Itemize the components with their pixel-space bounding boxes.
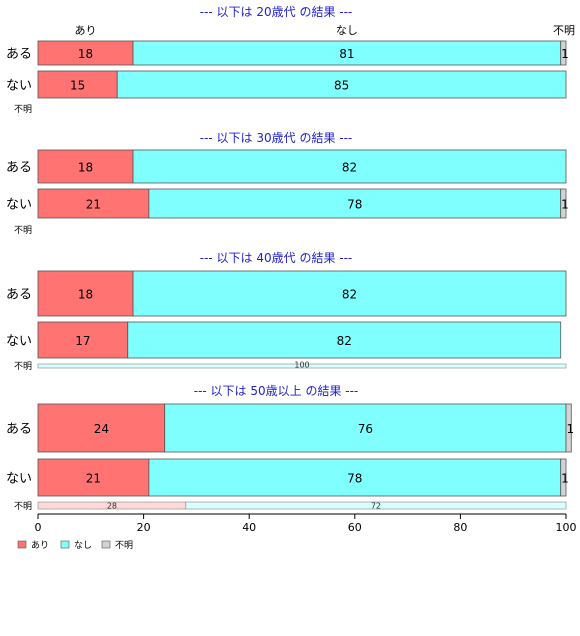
row-label: ない xyxy=(6,79,32,94)
bar-segment-nashi xyxy=(116,70,567,99)
bar-segment-nashi xyxy=(148,188,562,219)
bar-segment-nashi xyxy=(132,270,567,317)
legend-swatch-fumei xyxy=(101,540,111,549)
row-label: ある xyxy=(6,47,32,62)
unknown-segment-nashi xyxy=(37,363,567,369)
value-label: 21 xyxy=(86,472,101,486)
bar-segment-nashi xyxy=(164,403,567,453)
legend-label: 不明 xyxy=(115,540,133,551)
bar-segment-ari xyxy=(37,458,150,497)
x-tick-label: 80 xyxy=(453,521,467,534)
bar-segment-fumei xyxy=(560,188,567,219)
value-label: 15 xyxy=(70,79,85,93)
value-label: 18 xyxy=(78,47,93,61)
row-label: ない xyxy=(6,198,32,213)
panel-title: --- 以下は 40歳代 の結果 --- xyxy=(200,251,353,265)
row-label: ない xyxy=(6,472,32,487)
value-label: 78 xyxy=(347,198,362,212)
bar-segment-ari xyxy=(37,40,134,66)
bar-segment-ari xyxy=(37,149,134,184)
value-label: 1 xyxy=(561,198,569,212)
unknown-value-label: 72 xyxy=(371,502,381,511)
x-tick-label: 20 xyxy=(137,521,151,534)
legend-swatch-ari xyxy=(17,540,27,549)
category-top-label: あり xyxy=(75,24,97,37)
x-tick-label: 40 xyxy=(242,521,256,534)
row-label: ある xyxy=(6,161,32,176)
value-label: 1 xyxy=(561,47,569,61)
unknown-value-label: 100 xyxy=(294,361,309,370)
unknown-value-label: 28 xyxy=(107,502,117,511)
bar-segment-nashi xyxy=(148,458,562,497)
legend-label: なし xyxy=(74,540,92,551)
value-label: 82 xyxy=(342,288,357,302)
bar-segment-nashi xyxy=(132,40,562,66)
x-tick-label: 60 xyxy=(348,521,362,534)
value-label: 1 xyxy=(566,422,574,436)
legend-label: あり xyxy=(31,540,49,551)
bar-segment-nashi xyxy=(132,149,567,184)
panel-title: --- 以下は 20歳代 の結果 --- xyxy=(200,5,353,19)
category-top-label: 不明 xyxy=(553,24,575,37)
value-label: 78 xyxy=(347,472,362,486)
unknown-segment-nashi xyxy=(185,501,567,510)
value-label: 85 xyxy=(334,79,349,93)
row-label: ある xyxy=(6,288,32,303)
bar-segment-fumei xyxy=(560,40,567,66)
x-tick-label: 100 xyxy=(556,521,577,534)
value-label: 18 xyxy=(78,161,93,175)
unknown-row-label: 不明 xyxy=(14,501,32,512)
bar-segment-ari xyxy=(37,403,166,453)
bar-segment-fumei xyxy=(560,458,567,497)
value-label: 82 xyxy=(337,334,352,348)
value-label: 24 xyxy=(94,422,109,436)
x-tick-label: 0 xyxy=(35,521,42,534)
bar-segment-ari xyxy=(37,188,150,219)
unknown-row-label: 不明 xyxy=(14,104,32,115)
bar-segment-ari xyxy=(37,321,129,359)
bar-segment-nashi xyxy=(127,321,562,359)
category-top-label: なし xyxy=(336,24,358,37)
unknown-row-label: 不明 xyxy=(14,225,32,236)
value-label: 1 xyxy=(561,472,569,486)
value-label: 17 xyxy=(75,334,90,348)
panel-title: --- 以下は 30歳代 の結果 --- xyxy=(200,131,353,145)
bar-segment-fumei xyxy=(565,403,572,453)
value-label: 18 xyxy=(78,288,93,302)
row-label: ない xyxy=(6,334,32,349)
legend-swatch-nashi xyxy=(60,540,70,549)
value-label: 76 xyxy=(358,422,373,436)
panel-title: --- 以下は 50歳以上 の結果 --- xyxy=(194,384,359,398)
bar-segment-ari xyxy=(37,270,134,317)
value-label: 81 xyxy=(339,47,354,61)
row-label: ある xyxy=(6,422,32,437)
value-label: 82 xyxy=(342,161,357,175)
unknown-row-label: 不明 xyxy=(14,361,32,372)
value-label: 21 xyxy=(86,198,101,212)
